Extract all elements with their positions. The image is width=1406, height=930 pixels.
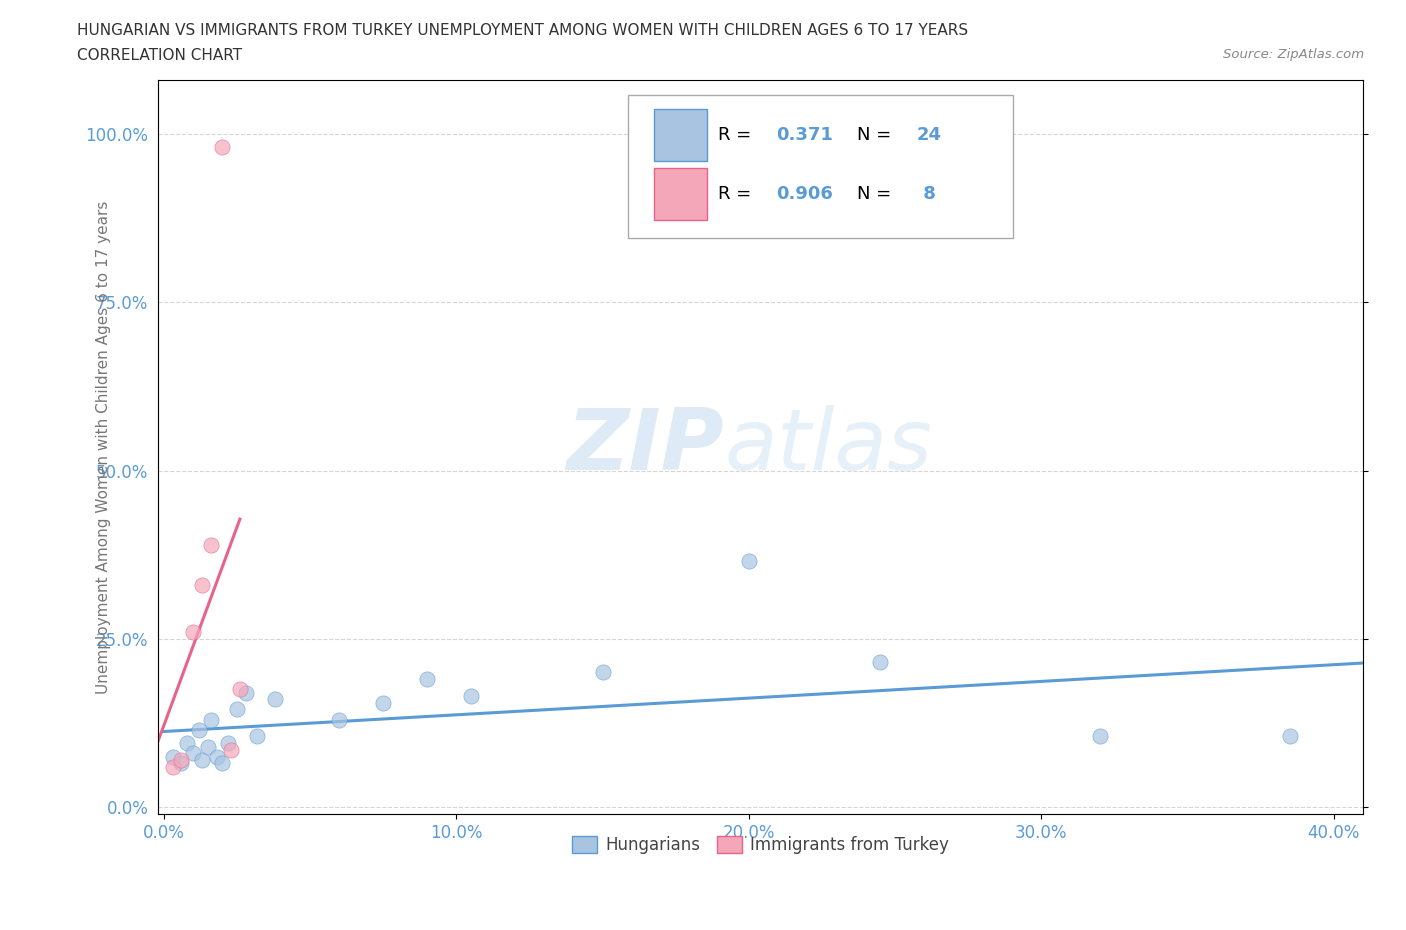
FancyBboxPatch shape xyxy=(654,109,707,161)
Point xyxy=(738,554,761,569)
Point xyxy=(416,671,439,686)
Text: atlas: atlas xyxy=(724,405,932,488)
Point xyxy=(226,702,249,717)
Point xyxy=(191,752,214,767)
Point xyxy=(197,739,219,754)
Point xyxy=(219,742,242,757)
Text: R =: R = xyxy=(718,126,758,144)
Point xyxy=(162,750,184,764)
FancyBboxPatch shape xyxy=(628,95,1014,238)
Point xyxy=(170,752,193,767)
Text: HUNGARIAN VS IMMIGRANTS FROM TURKEY UNEMPLOYMENT AMONG WOMEN WITH CHILDREN AGES : HUNGARIAN VS IMMIGRANTS FROM TURKEY UNEM… xyxy=(77,23,969,38)
Point xyxy=(211,756,233,771)
Point xyxy=(1278,729,1301,744)
Point xyxy=(373,696,395,711)
Text: 8: 8 xyxy=(917,185,936,203)
Text: 24: 24 xyxy=(917,126,942,144)
Point xyxy=(191,578,214,592)
Point xyxy=(217,736,239,751)
Point xyxy=(592,665,614,680)
Point xyxy=(246,729,269,744)
Text: CORRELATION CHART: CORRELATION CHART xyxy=(77,48,242,63)
Point xyxy=(181,746,204,761)
Legend: Hungarians, Immigrants from Turkey: Hungarians, Immigrants from Turkey xyxy=(565,829,956,860)
Text: N =: N = xyxy=(856,185,897,203)
Point xyxy=(328,712,350,727)
Point xyxy=(235,685,257,700)
Text: N =: N = xyxy=(856,126,897,144)
Point xyxy=(188,723,211,737)
Point xyxy=(176,736,198,751)
Point xyxy=(229,682,252,697)
Point xyxy=(460,688,482,703)
Text: Unemployment Among Women with Children Ages 6 to 17 years: Unemployment Among Women with Children A… xyxy=(96,200,111,694)
Text: R =: R = xyxy=(718,185,758,203)
Point xyxy=(200,712,222,727)
Text: 0.906: 0.906 xyxy=(776,185,832,203)
Point xyxy=(205,750,228,764)
Point xyxy=(1088,729,1111,744)
Point xyxy=(211,140,233,155)
Point xyxy=(264,692,287,707)
Point xyxy=(869,655,891,670)
Text: 0.371: 0.371 xyxy=(776,126,832,144)
Point xyxy=(170,756,193,771)
Point xyxy=(181,625,204,640)
Point xyxy=(162,759,184,774)
Text: Source: ZipAtlas.com: Source: ZipAtlas.com xyxy=(1223,48,1364,61)
Point xyxy=(200,538,222,552)
Text: ZIP: ZIP xyxy=(567,405,724,488)
FancyBboxPatch shape xyxy=(654,167,707,219)
